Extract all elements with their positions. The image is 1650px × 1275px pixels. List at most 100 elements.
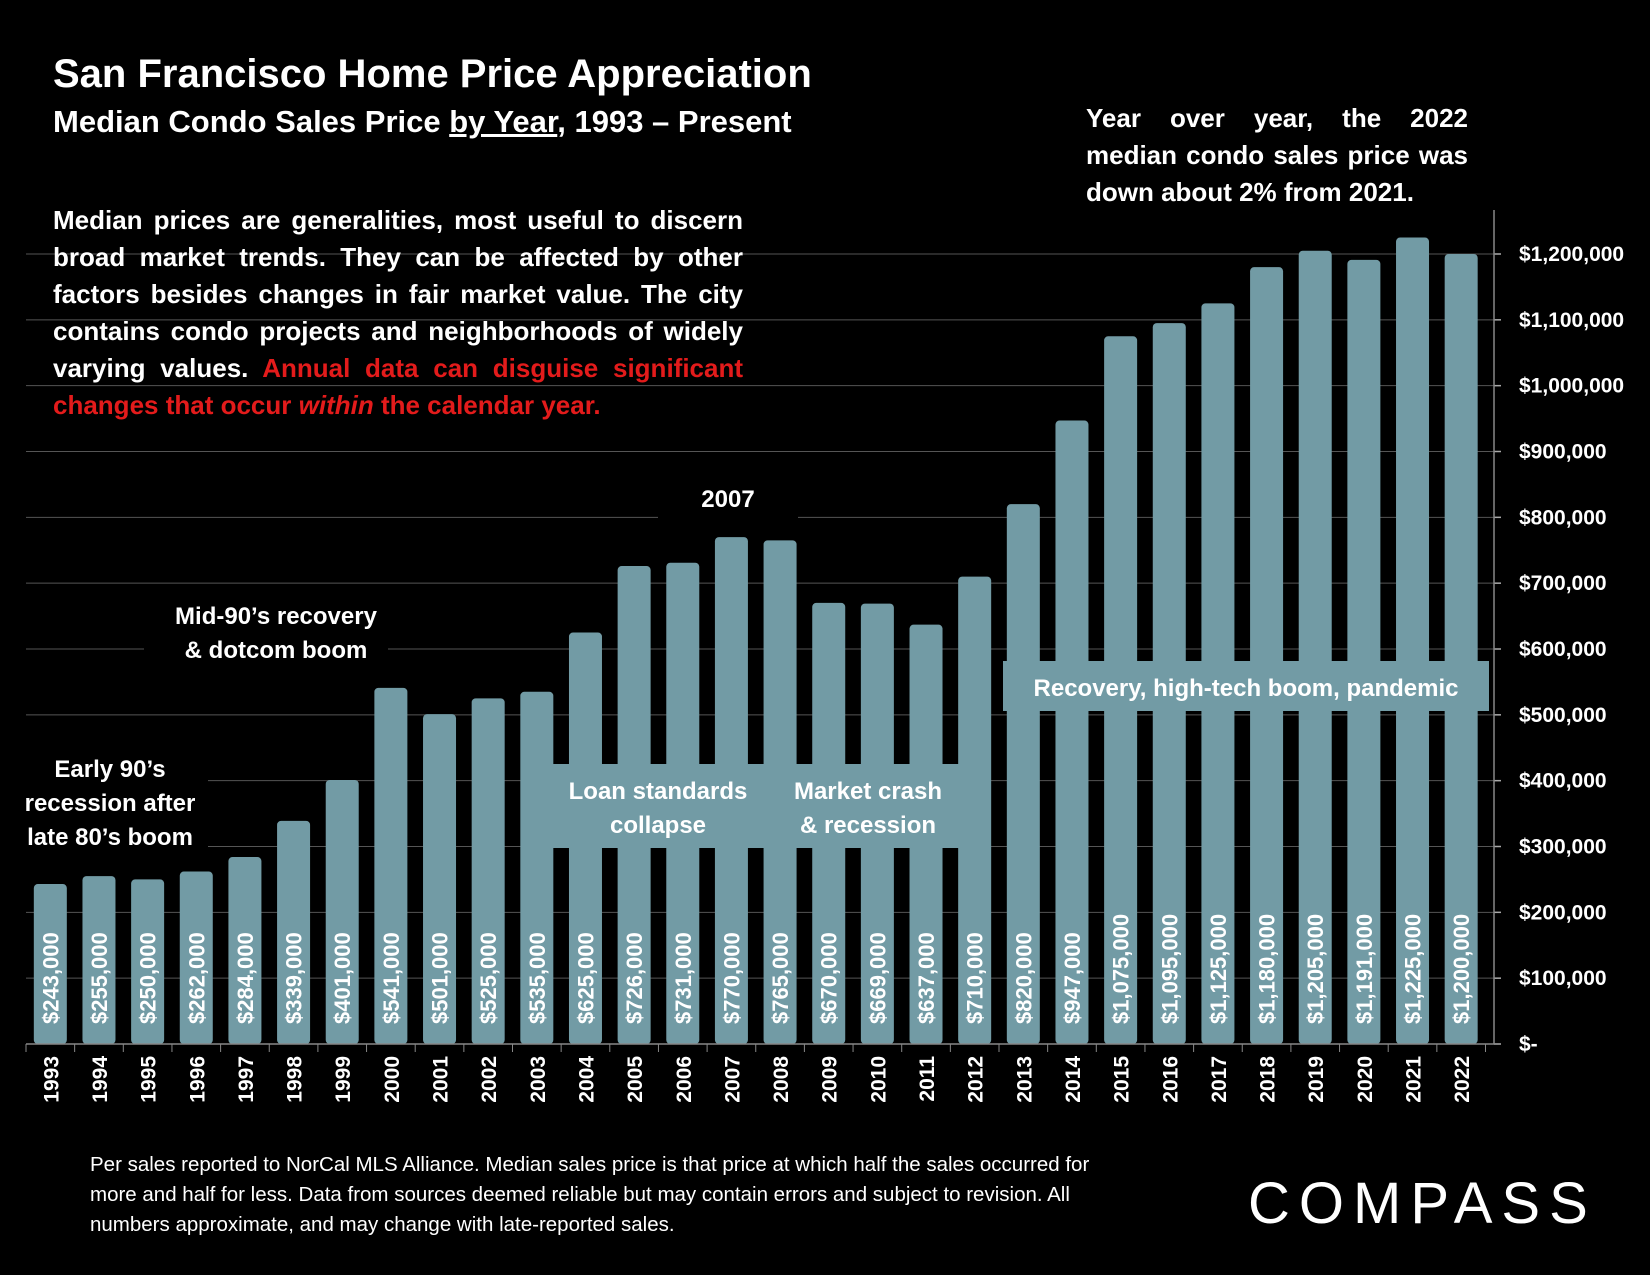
data-label-2019: $1,205,000 [1303,914,1328,1024]
x-tick-label: 1994 [89,1056,112,1103]
y-tick-label: $1,200,000 [1519,243,1624,266]
y-axis: $- $100,000 $200,000 $300,000 $400,000 $500,0… [1493,210,1624,1056]
data-label-2010: $669,000 [865,932,890,1024]
x-tick-label: 2001 [430,1056,453,1103]
data-label-1996: $262,000 [184,932,209,1024]
data-label-1999: $401,000 [330,932,355,1024]
x-tick-label: 2013 [1013,1056,1036,1103]
annotation-early-90s: late 80’s boom [27,824,193,851]
data-label-2015: $1,075,000 [1109,914,1134,1024]
x-tick-label: 2003 [527,1056,550,1103]
x-tick-label: 2017 [1208,1056,1231,1103]
note-red-italic: within [298,390,374,420]
annotation-recovery: Recovery, high-tech boom, pandemic [1034,675,1459,702]
annotation-early-90s: recession after [25,790,196,817]
data-label-2018: $1,180,000 [1255,914,1280,1024]
y-tick-label: $100,000 [1519,967,1607,990]
subtitle-underlined: by Year [449,104,558,139]
data-label-2012: $710,000 [963,932,988,1024]
annotation-bg-crash-region [550,764,990,848]
x-tick-label: 2019 [1305,1056,1328,1103]
bar-1996 [179,871,213,1044]
data-label-2008: $765,000 [768,932,793,1024]
yoy-callout: Year over year, the 2022 median condo sa… [1086,103,1468,207]
subtitle-post: , 1993 – Present [557,104,792,139]
median-note: Median prices are generalities, most use… [53,202,743,424]
annotation-2007: 2007 [701,486,754,513]
bar-2002 [471,698,505,1044]
annotation-bg-mid-90s [144,596,388,672]
annotation-market-crash: Market crash [794,778,942,805]
bar-1998 [277,820,311,1044]
x-tick-label: 2010 [867,1056,890,1103]
data-label-2013: $820,000 [1011,932,1036,1024]
bar-2001 [423,714,457,1044]
data-label-2000: $541,000 [379,932,404,1024]
page-subtitle: Median Condo Sales Price by Year, 1993 –… [53,104,792,140]
data-label-1995: $250,000 [136,932,161,1024]
bar-1994 [82,876,116,1044]
y-tick-label: $600,000 [1519,638,1607,661]
x-tick-label: 2020 [1354,1056,1377,1103]
data-label-2022: $1,200,000 [1449,914,1474,1024]
bar-2014 [1055,420,1089,1044]
bar-1993 [33,884,67,1044]
x-tick-label: 1998 [284,1056,307,1103]
bar-2018 [1250,267,1284,1045]
x-tick-label: 2005 [624,1056,647,1103]
data-label-2004: $625,000 [573,932,598,1024]
y-tick-label: $300,000 [1519,836,1607,859]
y-tick-label: $500,000 [1519,704,1607,727]
note-white: Median prices are generalities, most use… [53,205,743,383]
y-tick-label: $900,000 [1519,441,1607,464]
data-label-2021: $1,225,000 [1401,914,1426,1024]
bar-2019 [1298,250,1332,1045]
x-tick-label: 1993 [40,1056,63,1103]
bar-1997 [228,857,262,1044]
x-tick-label: 2022 [1451,1056,1474,1103]
x-tick-label: 2012 [965,1056,988,1103]
data-label-1997: $284,000 [233,932,258,1024]
subtitle-pre: Median Condo Sales Price [53,104,450,139]
compass-logo: COMPASS [1248,1171,1597,1236]
annotation-bg-recovery [1003,661,1489,711]
data-label-2014: $947,000 [1060,932,1085,1024]
bar-2000 [374,687,408,1044]
bar-2021 [1396,237,1430,1044]
y-tick-label: $1,100,000 [1519,309,1624,332]
bar-1995 [131,879,165,1044]
annotation-mid-90s: & dotcom boom [185,637,368,664]
bar-2013 [1006,504,1040,1045]
x-tick-label: 1997 [235,1056,258,1103]
value-labels: $243,000 $255,000 $250,000 $262,000 $284,000… [38,914,1474,1024]
x-tick-label: 2016 [1159,1056,1182,1103]
note-red-1: Annual data can disguise significant cha… [53,353,744,420]
x-tick-label: 2008 [770,1056,793,1103]
annotation-loan-standards: Loan standards [569,778,748,805]
annotations: Early 90’s recession after late 80’s boom M… [16,476,1489,856]
annotation-bg-early-90s [16,750,208,856]
x-tick-label: 2018 [1257,1056,1280,1103]
data-label-2017: $1,125,000 [1206,914,1231,1024]
x-tick-label: 2000 [381,1056,404,1103]
data-label-2009: $670,000 [817,932,842,1024]
y-tick-label: $200,000 [1519,901,1607,924]
x-axis: 1993 1994 1995 1996 1997 1998 1999 2000 2001 2002… [25,1043,1494,1103]
bar-2003 [520,691,554,1044]
footer-disclaimer: Per sales reported to NorCal MLS Allianc… [90,1153,1090,1236]
x-tick-label: 2011 [916,1056,939,1102]
x-tick-label: 2015 [1111,1056,1134,1103]
bar-2020 [1347,259,1381,1044]
data-label-2020: $1,191,000 [1352,914,1377,1024]
annotation-loan-standards: collapse [610,812,706,839]
annotation-early-90s: Early 90’s [54,756,165,783]
x-tick-label: 1999 [332,1056,355,1103]
x-tick-label: 1996 [186,1056,209,1103]
x-tick-label: 2006 [673,1056,696,1103]
data-label-2006: $731,000 [671,932,696,1024]
data-label-1993: $243,000 [38,932,63,1024]
x-tick-label: 2004 [575,1056,598,1103]
page-title: San Francisco Home Price Appreciation [53,52,812,96]
x-tick-label: 1995 [138,1056,161,1103]
